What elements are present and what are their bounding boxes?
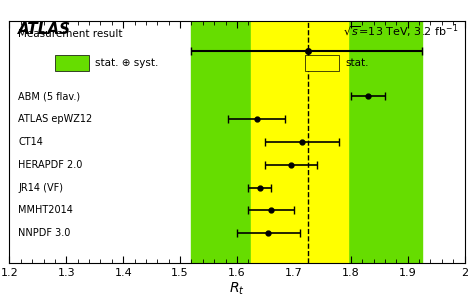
Text: $\sqrt{s}$=13 TeV, 3.2 fb$^{-1}$: $\sqrt{s}$=13 TeV, 3.2 fb$^{-1}$ [343,22,459,40]
Bar [305,55,339,71]
Bar [191,21,422,263]
Text: CT14: CT14 [18,137,43,147]
Text: NNPDF 3.0: NNPDF 3.0 [18,228,70,238]
Text: Measurement result: Measurement result [18,29,122,39]
Bar [251,21,348,263]
Text: ATLAS epWZ12: ATLAS epWZ12 [18,114,92,124]
Text: HERAPDF 2.0: HERAPDF 2.0 [18,160,82,170]
Text: JR14 (VF): JR14 (VF) [18,182,63,192]
Text: ATLAS: ATLAS [18,22,71,37]
Text: ABM (5 flav.): ABM (5 flav.) [18,92,80,101]
Text: stat.: stat. [345,58,369,68]
Bar [55,55,89,71]
X-axis label: $R_t$: $R_t$ [229,280,245,297]
Text: MMHT2014: MMHT2014 [18,205,73,215]
Text: stat. ⊕ syst.: stat. ⊕ syst. [95,58,158,68]
